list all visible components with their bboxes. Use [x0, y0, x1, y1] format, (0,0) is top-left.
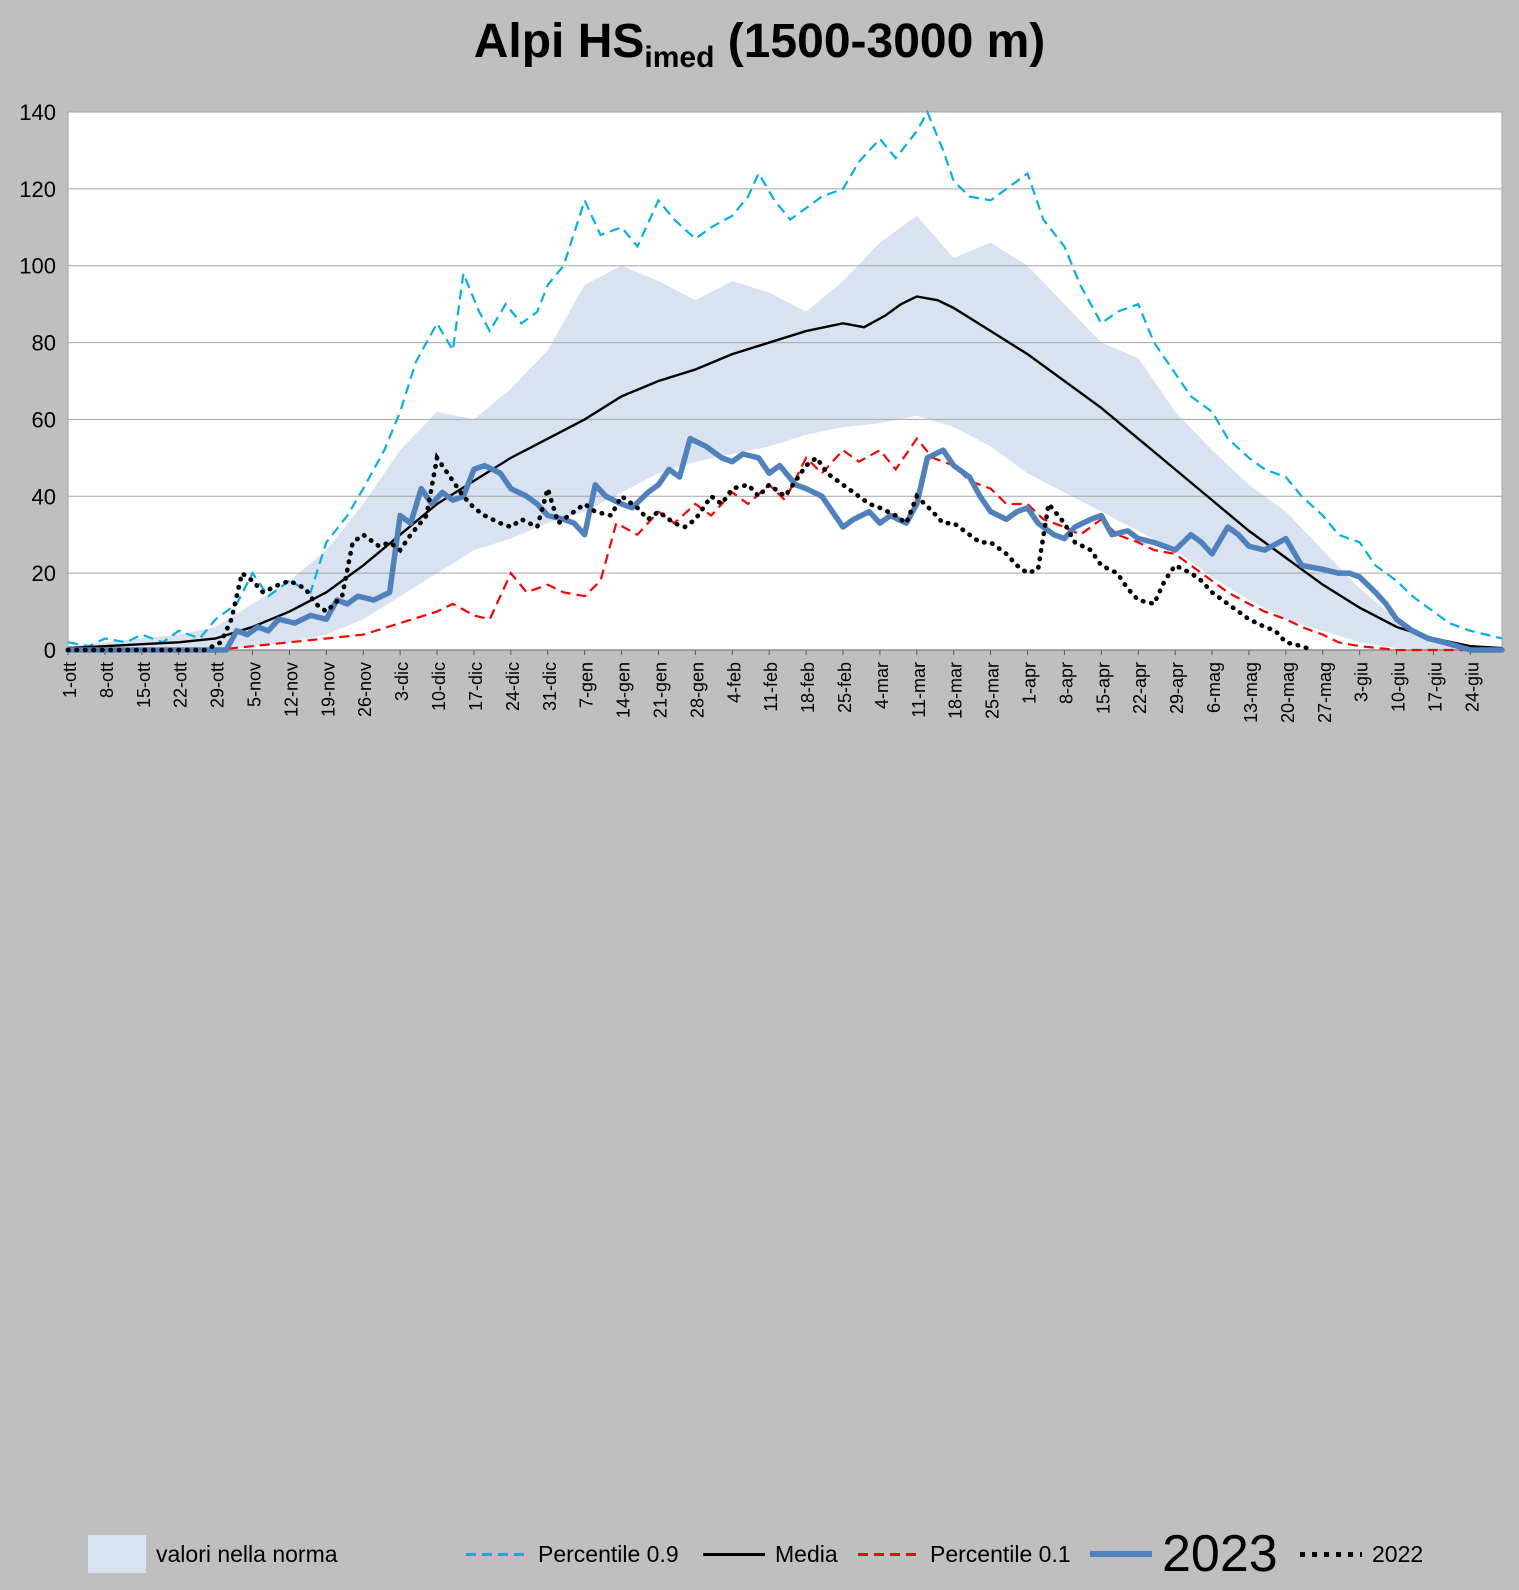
- x-tick-label: 31-dic: [540, 662, 560, 711]
- chart-title: Alpi HSimed (1500-3000 m): [0, 14, 1519, 74]
- legend-label-2023: 2023: [1162, 1525, 1278, 1583]
- x-tick-label: 29-apr: [1167, 662, 1187, 714]
- legend-item-percentile01: Percentile 0.1: [858, 1530, 1071, 1578]
- legend-item-media: Media: [703, 1530, 838, 1578]
- x-tick-label: 29-ott: [208, 662, 228, 708]
- line-2023-sample: [1090, 1551, 1152, 1557]
- x-tick-label: 11-feb: [761, 662, 781, 712]
- x-tick-label: 5-nov: [245, 662, 265, 707]
- x-tick-label: 18-mar: [946, 662, 966, 719]
- figure-page: { "title": {"main": "Alpi HS", "subscrip…: [0, 14, 1519, 1583]
- series-2023: [65, 435, 1505, 653]
- x-tick-label: 11-mar: [909, 662, 929, 718]
- chart-title-suffix: (1500-3000 m): [714, 15, 1046, 68]
- x-tick-label: 1-apr: [1020, 662, 1040, 704]
- x-tick-label: 24-dic: [503, 662, 523, 711]
- plot-border: [67, 111, 1503, 651]
- y-tick-label: 60: [32, 407, 56, 432]
- series-media: [67, 295, 1503, 650]
- x-tick-label: 10-dic: [429, 662, 449, 711]
- y-tick-label: 140: [19, 100, 56, 125]
- series-percentile-0-9: [67, 109, 1503, 648]
- x-tick-label: 28-gen: [687, 662, 707, 718]
- x-tick-label: 10-giu: [1389, 662, 1409, 712]
- x-tick-label: 6-mag: [1204, 662, 1224, 713]
- x-tick-label: 26-nov: [355, 662, 375, 717]
- x-tick-label: 17-dic: [466, 662, 486, 711]
- y-tick-label: 20: [32, 561, 56, 586]
- x-tick-label: 12-nov: [281, 662, 301, 717]
- x-tick-label: 27-mag: [1315, 662, 1335, 723]
- y-tick-label: 80: [32, 331, 56, 356]
- x-tick-label: 3-giu: [1352, 662, 1372, 702]
- x-tick-label: 17-giu: [1425, 662, 1445, 712]
- chart-title-subscript: imed: [644, 41, 715, 74]
- y-tick-label: 120: [19, 177, 56, 202]
- norm-band-area: [68, 215, 1502, 650]
- legend-item-percentile09: Percentile 0.9: [466, 1530, 679, 1578]
- percentile09-line-sample: [466, 1552, 528, 1556]
- percentile01-line-sample: [858, 1552, 920, 1556]
- chart-plot: 0 20 40 60 80 100 120 140 1-ott 8-ott 15-ott 22-ott…: [19, 100, 1505, 723]
- y-tick-label: 0: [44, 638, 56, 663]
- x-tick-label: 15-apr: [1093, 662, 1113, 714]
- x-tick-label: 24-giu: [1462, 662, 1482, 712]
- legend-label-2022: 2022: [1372, 1540, 1424, 1567]
- y-tick-label: 40: [32, 484, 56, 509]
- x-tick-label: 22-apr: [1130, 662, 1150, 714]
- x-tick-label: 4-mar: [872, 662, 892, 709]
- legend-label-media: Media: [775, 1540, 838, 1567]
- x-tick-label: 22-ott: [171, 662, 191, 708]
- x-tick-label: 19-nov: [318, 662, 338, 717]
- line-2022-sample: [1300, 1551, 1362, 1557]
- x-tick-label: 15-ott: [134, 662, 154, 708]
- legend-item-2022: 2022: [1300, 1530, 1423, 1578]
- chart-title-main: Alpi HS: [473, 15, 645, 68]
- x-tick-label: 8-apr: [1056, 662, 1076, 704]
- chart-legend: valori nella norma Percentile 0.9 Media …: [0, 758, 1519, 1583]
- legend-label-percentile01: Percentile 0.1: [930, 1540, 1071, 1567]
- x-tick-label: 25-feb: [835, 662, 855, 713]
- x-tick-label: 13-mag: [1241, 662, 1261, 723]
- x-tick-label: 21-gen: [650, 662, 670, 718]
- x-tick-label: 18-feb: [798, 662, 818, 713]
- series-percentile-0-1: [68, 436, 1502, 652]
- legend-label-norm-band: valori nella norma: [156, 1540, 338, 1567]
- x-tick-label: 4-feb: [724, 662, 744, 703]
- media-line-sample: [703, 1552, 765, 1556]
- x-tick-label: 14-gen: [614, 662, 634, 718]
- x-tick-label: 25-mar: [983, 662, 1003, 719]
- legend-item-norm-band: valori nella norma: [88, 1530, 338, 1578]
- x-tick-label: 3-dic: [392, 662, 412, 701]
- x-tick-label: 20-mag: [1278, 662, 1298, 723]
- norm-band-swatch: [88, 1535, 146, 1573]
- legend-item-2023: 2023: [1090, 1518, 1278, 1590]
- y-tick-label: 100: [19, 254, 56, 279]
- x-tick-label: 7-gen: [577, 662, 597, 708]
- legend-label-percentile09: Percentile 0.9: [538, 1540, 679, 1567]
- series-2022: [65, 451, 1315, 653]
- x-tick-label: 1-ott: [60, 662, 80, 698]
- x-tick-label: 8-ott: [97, 662, 117, 698]
